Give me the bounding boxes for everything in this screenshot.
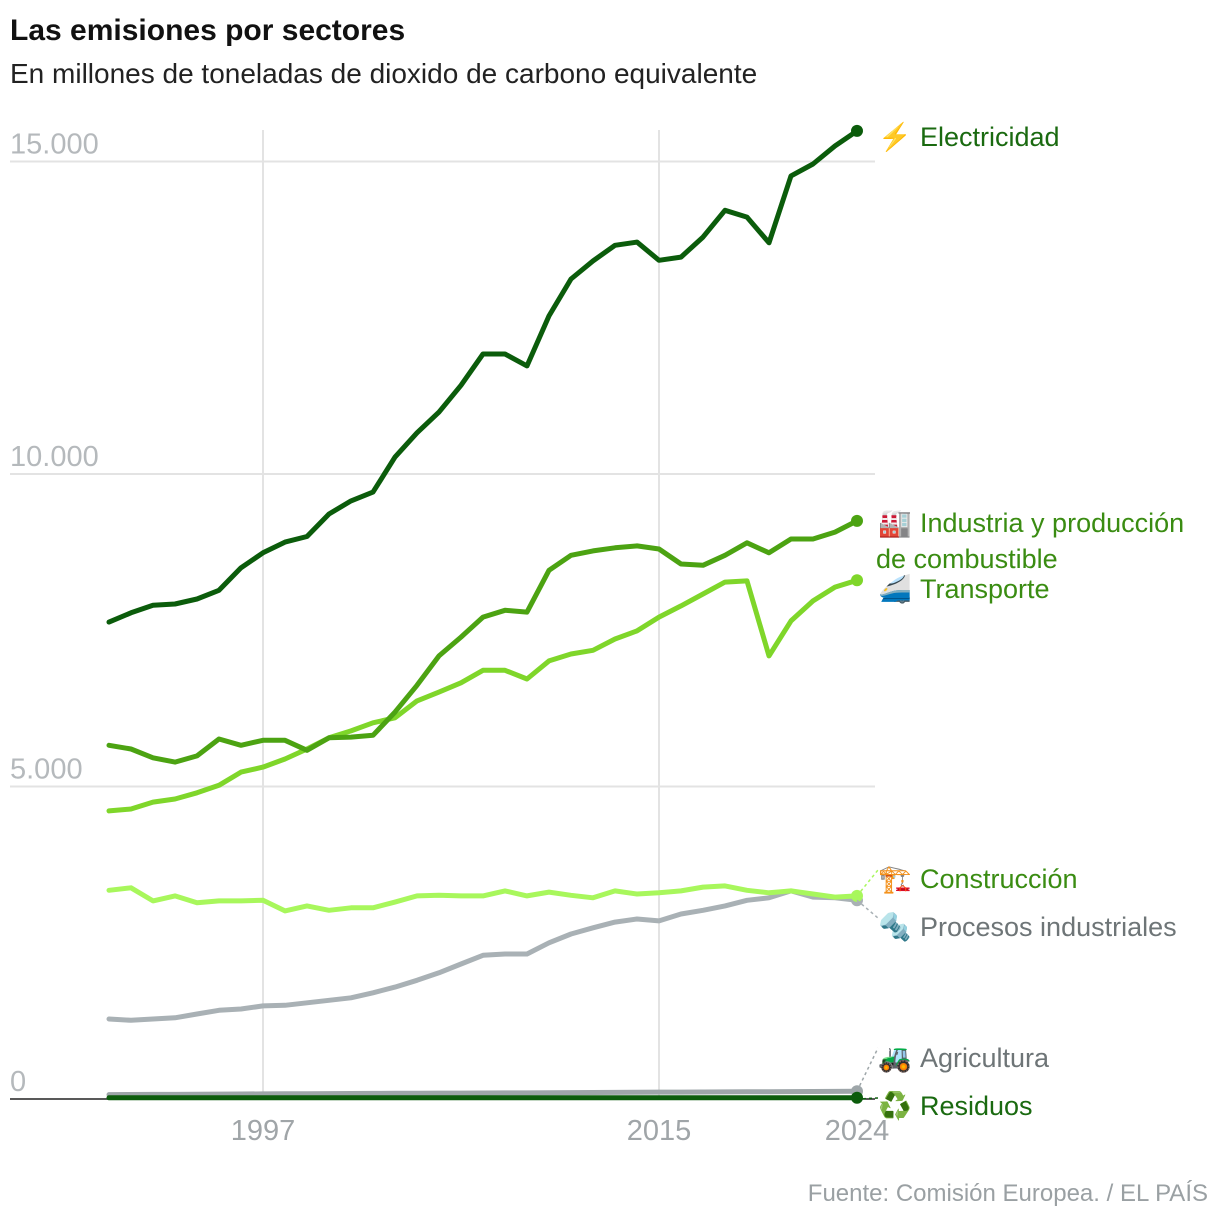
chart-title: Las emisiones por sectores xyxy=(10,14,406,47)
series-line-industria-y-producci-n-de-combustible xyxy=(106,518,860,765)
tractor-icon: 🚜 xyxy=(878,1043,912,1073)
series-line-agricultura xyxy=(106,1088,860,1098)
y-tick-label: 10.000 xyxy=(10,441,99,473)
series-line-procesos-industriales xyxy=(106,888,860,1023)
series-label: Construcción xyxy=(920,864,1078,894)
y-tick-label: 5.000 xyxy=(10,754,83,786)
series-label: Procesos industriales xyxy=(920,912,1177,942)
crane-icon: 🏗️ xyxy=(878,864,912,894)
series-label: Industria y producción xyxy=(920,508,1184,538)
series-line-electricidad xyxy=(106,128,860,625)
label-connector xyxy=(856,1047,879,1092)
x-tick-label: 2015 xyxy=(627,1115,692,1147)
series-end-point xyxy=(851,1091,863,1104)
lightning-icon: ⚡ xyxy=(878,121,912,153)
x-tick-label: 2024 xyxy=(825,1115,890,1147)
series-label: Agricultura xyxy=(920,1043,1050,1073)
y-tick-label: 15.000 xyxy=(10,129,99,161)
series-label: Residuos xyxy=(920,1091,1033,1121)
source-note: Fuente: Comisión Europea. / EL PAÍS xyxy=(807,1180,1208,1207)
recycle-icon: ♻️ xyxy=(878,1090,912,1121)
series-line-construcci-n xyxy=(106,883,860,914)
train-icon: 🚄 xyxy=(878,573,912,604)
chart-subtitle: En millones de toneladas de dioxido de c… xyxy=(10,58,758,89)
nut-bolt-icon: 🔩 xyxy=(878,911,912,942)
series-end-point xyxy=(851,124,863,137)
y-tick-label: 0 xyxy=(10,1066,26,1098)
label-connector xyxy=(856,899,879,919)
x-tick-label: 1997 xyxy=(231,1115,296,1147)
factory-icon: 🏭 xyxy=(878,508,912,538)
series-label: Electricidad xyxy=(920,122,1060,152)
series-end-point xyxy=(851,514,863,527)
series-end-point xyxy=(851,574,863,587)
series-label: de combustible xyxy=(876,544,1058,574)
series-line-transporte xyxy=(106,577,860,814)
series-label: Transporte xyxy=(920,574,1050,604)
